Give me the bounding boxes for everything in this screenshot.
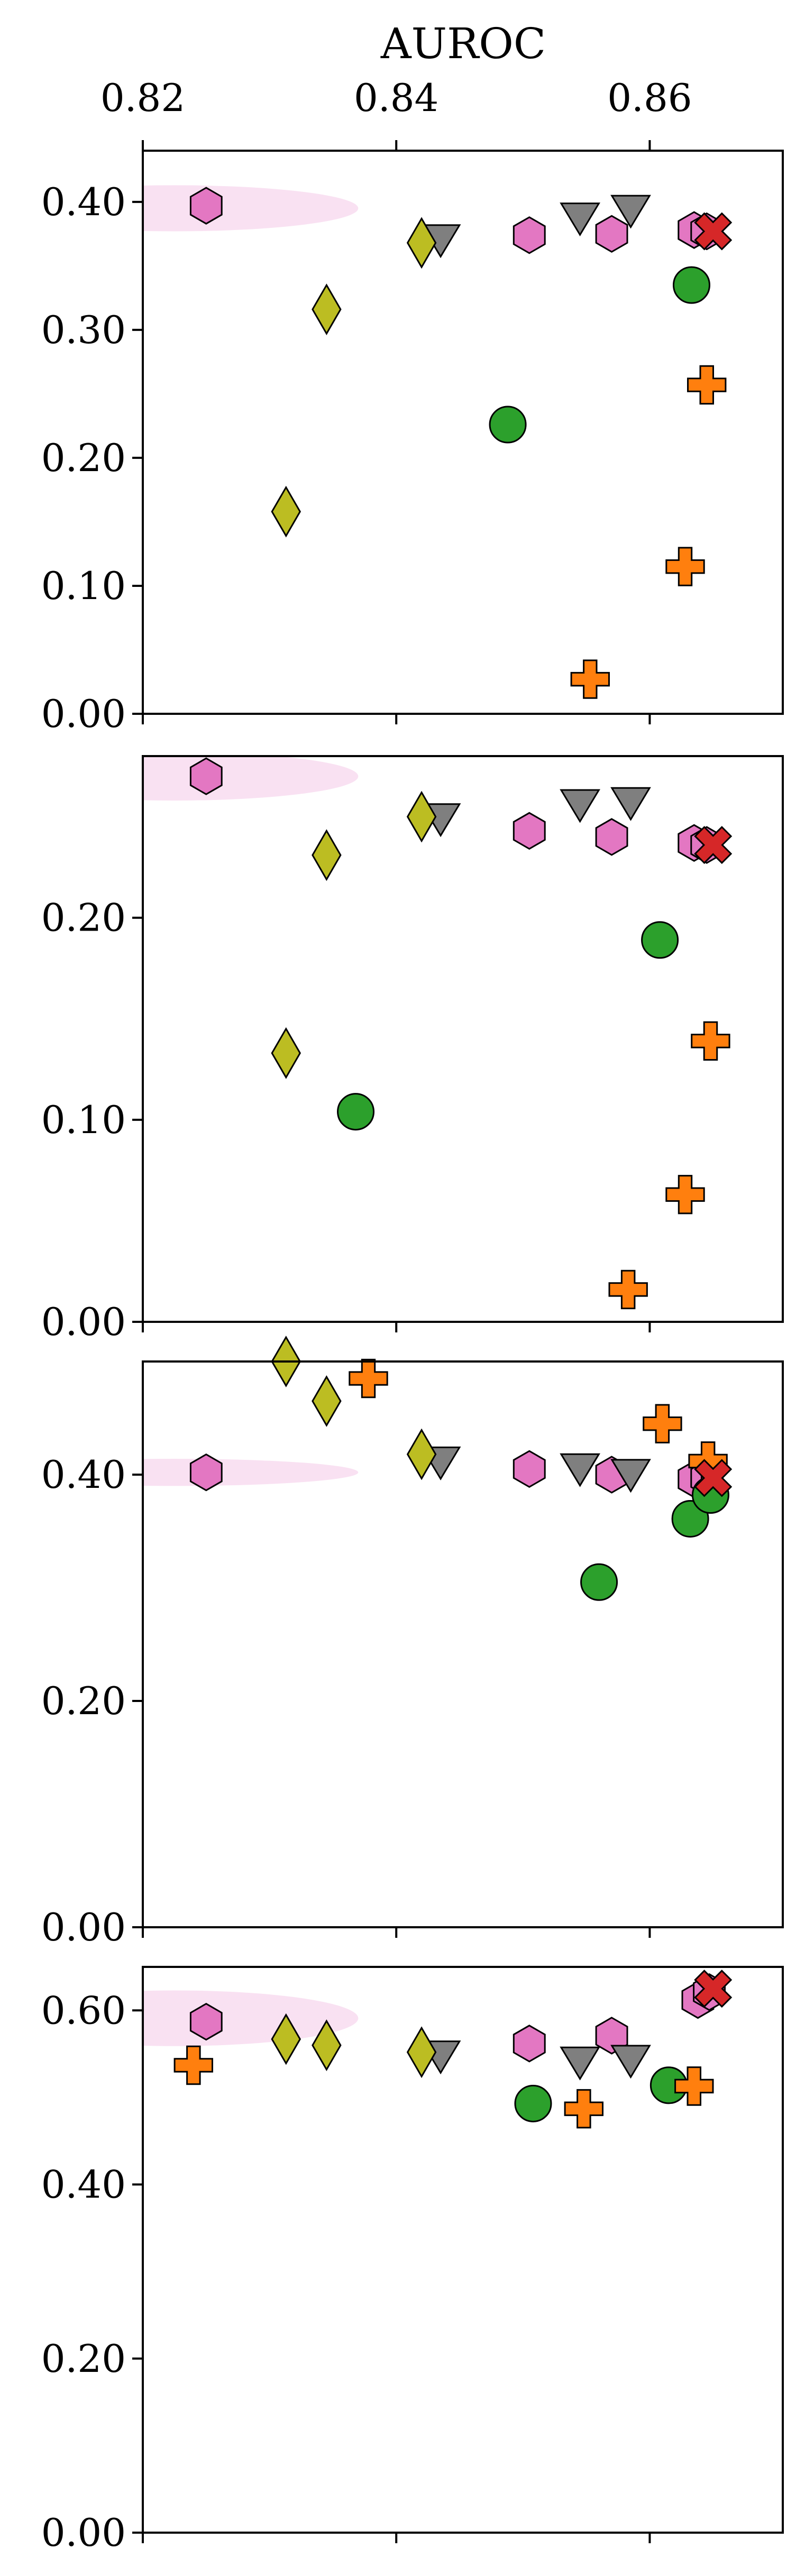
y-tick-label: 0.00 xyxy=(41,1905,126,1949)
plus-marker xyxy=(173,2045,213,2085)
triangle-marker xyxy=(560,1453,600,1487)
triangle-marker xyxy=(560,2046,600,2081)
circle-marker xyxy=(641,921,679,959)
panel-frame xyxy=(142,1966,784,2534)
triangle-marker xyxy=(560,203,600,237)
panel-3: 0.00 0.20 0.40 xyxy=(41,1336,784,1949)
x-marker xyxy=(694,826,733,864)
circle-marker xyxy=(672,266,710,304)
diamond-marker xyxy=(406,2026,437,2078)
panel-markers xyxy=(189,187,733,699)
circle-marker xyxy=(337,1093,375,1131)
plus-marker xyxy=(674,2066,714,2106)
x-marker xyxy=(694,1970,733,2008)
panel-markers xyxy=(189,757,733,1310)
circle-marker xyxy=(489,406,527,444)
diamond-marker xyxy=(406,790,437,843)
panel-frame xyxy=(142,755,784,1323)
highlight-band xyxy=(143,756,359,801)
triangle-marker xyxy=(610,1459,651,1493)
hexagon-marker xyxy=(513,216,546,254)
panel-markers xyxy=(189,1336,733,1601)
y-tick-label: 0.00 xyxy=(41,2510,126,2555)
panel-frame xyxy=(142,150,784,715)
y-tick-label: 0.40 xyxy=(41,1452,126,1497)
y-tick-label: 0.20 xyxy=(41,1679,126,1723)
diamond-marker xyxy=(312,829,342,881)
diamond-marker xyxy=(312,1375,342,1427)
diamond-marker xyxy=(271,485,301,538)
triangle-marker xyxy=(610,787,651,821)
diamond-marker xyxy=(312,283,342,336)
hexagon-marker xyxy=(595,818,628,856)
x-marker xyxy=(694,212,733,251)
panel-markers xyxy=(173,1970,733,2129)
y-tick-label: 0.40 xyxy=(41,2163,126,2207)
circle-marker xyxy=(580,1563,618,1601)
hexagon-marker xyxy=(513,2025,546,2063)
diamond-marker xyxy=(312,2019,342,2072)
y-tick-label: 0.20 xyxy=(41,896,126,940)
chart-panels: 0.00 0.10 0.20 0.30 0.40 0.00 0.10 0.20 0.00 0.20… xyxy=(41,140,784,2555)
hexagon-marker xyxy=(595,215,628,253)
y-tick-label: 0.10 xyxy=(41,1098,126,1142)
plus-marker xyxy=(608,1269,648,1310)
x-axis-title: AUROC xyxy=(380,19,546,68)
diamond-marker xyxy=(406,1428,437,1480)
diamond-marker xyxy=(271,2013,301,2065)
plus-marker xyxy=(691,1021,730,1061)
hexagon-marker xyxy=(189,757,223,795)
y-tick-label: 0.20 xyxy=(41,436,126,480)
hexagon-marker xyxy=(595,2017,628,2055)
plus-marker xyxy=(665,1175,705,1215)
y-tick-label: 0.40 xyxy=(41,180,126,224)
plus-marker xyxy=(564,2089,603,2129)
plus-marker xyxy=(687,365,727,405)
plus-marker xyxy=(349,1358,388,1399)
diamond-marker xyxy=(406,217,437,269)
panel-1: 0.00 0.10 0.20 0.30 0.40 xyxy=(41,140,784,736)
circle-marker xyxy=(514,2084,552,2122)
triangle-marker xyxy=(560,789,600,823)
diamond-marker xyxy=(271,1027,301,1079)
hexagon-marker xyxy=(189,187,223,225)
y-tick-label: 0.00 xyxy=(41,692,126,736)
x-marker xyxy=(694,1459,733,1497)
panel-2: 0.00 0.10 0.20 xyxy=(41,755,784,1344)
y-tick-label: 0.00 xyxy=(41,1300,126,1344)
x-tick-label-top: 0.86 xyxy=(607,76,692,120)
hexagon-marker xyxy=(513,1450,546,1488)
x-tick-label-top: 0.84 xyxy=(354,76,438,120)
y-tick-label: 0.60 xyxy=(41,1988,126,2032)
hexagon-marker xyxy=(189,1453,223,1492)
hexagon-marker xyxy=(189,2002,223,2041)
plus-marker xyxy=(570,659,610,699)
plus-marker xyxy=(665,547,705,586)
y-tick-label: 0.20 xyxy=(41,2336,126,2381)
panel-frame xyxy=(142,1360,784,1928)
y-tick-label: 0.30 xyxy=(41,308,126,352)
triangle-marker xyxy=(610,2045,651,2079)
x-tick-label-top: 0.82 xyxy=(100,76,185,120)
x-axis-top-tick-labels: 0.82 0.84 0.86 xyxy=(100,76,692,120)
panel-4: 0.00 0.20 0.40 0.60 xyxy=(41,1966,784,2555)
y-tick-label: 0.10 xyxy=(41,564,126,608)
plus-marker xyxy=(643,1404,682,1443)
hexagon-marker xyxy=(513,812,546,850)
triangle-marker xyxy=(610,195,651,229)
